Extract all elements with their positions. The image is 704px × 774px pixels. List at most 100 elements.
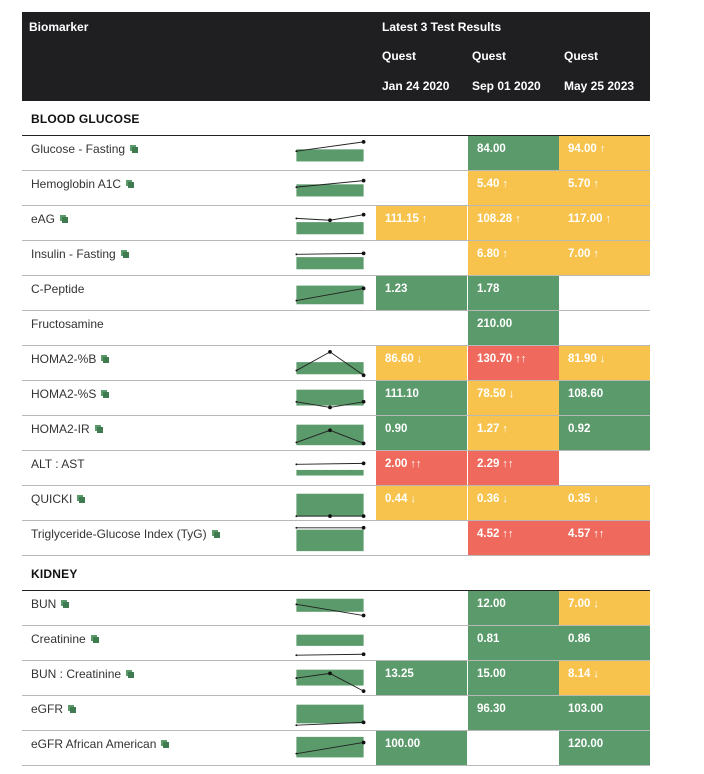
result-cell[interactable]: 0.44 ↓	[376, 486, 467, 520]
trend-line	[296, 180, 364, 188]
trend-sparkline[interactable]	[292, 490, 368, 518]
result-cell[interactable]: 94.00 ↑	[559, 136, 650, 170]
result-value: 117.00	[568, 213, 603, 225]
trend-point	[295, 752, 298, 755]
copy-icon[interactable]	[120, 250, 129, 258]
result-cell[interactable]: 8.14 ↓	[559, 661, 650, 695]
trend-point	[295, 299, 298, 302]
trend-point	[295, 150, 298, 153]
result-cell[interactable]: 5.70 ↑	[559, 171, 650, 205]
result-cell[interactable]: 111.15 ↑	[376, 206, 467, 240]
copy-icon[interactable]	[90, 635, 99, 643]
result-cell[interactable]: 86.60 ↓	[376, 346, 467, 380]
result-cell[interactable]: 100.00	[376, 731, 467, 765]
table-row: eGFR 96.30 103.00	[22, 696, 650, 731]
result-cell[interactable]: 130.70 ↑↑	[468, 346, 559, 380]
result-cell[interactable]: 0.90	[376, 416, 467, 450]
result-cell[interactable]: 15.00	[468, 661, 559, 695]
result-value: 103.00	[568, 703, 604, 715]
arrow-up-icon: ↑↑	[502, 458, 514, 470]
trend-point	[295, 515, 298, 518]
result-cell[interactable]: 0.36 ↓	[468, 486, 559, 520]
trend-line	[296, 141, 364, 152]
copy-icon[interactable]	[161, 740, 170, 748]
result-cell[interactable]: 1.78	[468, 276, 559, 310]
trend-point	[361, 373, 366, 378]
copy-icon[interactable]	[94, 425, 103, 433]
column-lab-2: Quest	[472, 49, 507, 63]
table-row: Glucose - Fasting 84.00 94.00 ↑	[22, 136, 650, 171]
trend-sparkline[interactable]	[292, 280, 368, 308]
result-cell[interactable]: 0.86	[559, 626, 650, 660]
trend-sparkline[interactable]	[292, 210, 368, 238]
result-cell[interactable]: 7.00 ↓	[559, 591, 650, 625]
result-value: 8.14	[568, 668, 591, 680]
result-cell[interactable]: 103.00	[559, 696, 650, 730]
result-cell[interactable]: 2.29 ↑↑	[468, 451, 559, 485]
result-value: 120.00	[568, 738, 604, 750]
result-cell[interactable]: 210.00	[468, 311, 559, 345]
trend-sparkline[interactable]	[292, 630, 368, 658]
result-cell[interactable]: 0.81	[468, 626, 559, 660]
trend-sparkline[interactable]	[292, 455, 368, 483]
result-cell[interactable]: 4.52 ↑↑	[468, 521, 559, 555]
copy-icon[interactable]	[61, 600, 70, 608]
result-value: 4.57	[568, 528, 591, 540]
trend-sparkline[interactable]	[292, 700, 368, 728]
trend-sparkline[interactable]	[292, 735, 368, 763]
trend-sparkline[interactable]	[292, 595, 368, 623]
result-cell[interactable]: 0.35 ↓	[559, 486, 650, 520]
copy-icon[interactable]	[101, 355, 110, 363]
result-cell[interactable]: 7.00 ↑	[559, 241, 650, 275]
copy-icon[interactable]	[211, 530, 220, 538]
trend-sparkline[interactable]	[292, 350, 368, 378]
biomarker-name: Triglyceride-Glucose Index (TyG)	[31, 527, 220, 541]
copy-icon[interactable]	[68, 705, 77, 713]
result-cell[interactable]: 108.60	[559, 381, 650, 415]
result-cell[interactable]: 1.23	[376, 276, 467, 310]
result-cell[interactable]: 1.27 ↑	[468, 416, 559, 450]
result-cell[interactable]: 120.00	[559, 731, 650, 765]
result-cell[interactable]: 96.30	[468, 696, 559, 730]
result-cell[interactable]: 13.25	[376, 661, 467, 695]
normal-range-band	[296, 669, 364, 686]
result-cell[interactable]: 0.92	[559, 416, 650, 450]
trend-sparkline[interactable]	[292, 245, 368, 273]
biomarker-name: QUICKI	[31, 492, 86, 506]
result-cell[interactable]: 6.80 ↑	[468, 241, 559, 275]
biomarker-name-text: Triglyceride-Glucose Index (TyG)	[31, 527, 207, 541]
result-cell[interactable]: 81.90 ↓	[559, 346, 650, 380]
trend-sparkline[interactable]	[292, 420, 368, 448]
trend-sparkline[interactable]	[292, 140, 368, 168]
result-cell[interactable]: 117.00 ↑	[559, 206, 650, 240]
arrow-down-icon: ↓	[508, 388, 515, 400]
table-row: HOMA2-%S 111.10 78.50 ↓ 108.60	[22, 381, 650, 416]
copy-icon[interactable]	[126, 670, 135, 678]
copy-icon[interactable]	[60, 215, 69, 223]
trend-sparkline[interactable]	[292, 175, 368, 203]
result-cell[interactable]: 5.40 ↑	[468, 171, 559, 205]
trend-sparkline[interactable]	[292, 385, 368, 413]
copy-icon[interactable]	[101, 390, 110, 398]
normal-range-band	[296, 493, 364, 517]
result-cell[interactable]: 2.00 ↑↑	[376, 451, 467, 485]
copy-icon[interactable]	[77, 495, 86, 503]
copy-icon[interactable]	[126, 180, 135, 188]
result-cell[interactable]: 4.57 ↑↑	[559, 521, 650, 555]
result-cell[interactable]: 111.10	[376, 381, 467, 415]
biomarker-column-label: Biomarker	[29, 20, 89, 34]
result-cell[interactable]: 84.00	[468, 136, 559, 170]
table-row: Insulin - Fasting 6.80 ↑ 7.00 ↑	[22, 241, 650, 276]
copy-icon[interactable]	[130, 145, 139, 153]
trend-point	[361, 212, 366, 217]
trend-sparkline[interactable]	[292, 525, 368, 553]
result-value: 1.27	[477, 423, 500, 435]
result-value: 111.15	[385, 213, 419, 225]
result-cell[interactable]: 78.50 ↓	[468, 381, 559, 415]
trend-line	[296, 462, 364, 465]
trend-point	[361, 461, 366, 466]
trend-sparkline[interactable]	[292, 665, 368, 693]
result-cell[interactable]: 12.00	[468, 591, 559, 625]
result-cell[interactable]: 108.28 ↑	[468, 206, 559, 240]
trend-point	[361, 286, 366, 291]
